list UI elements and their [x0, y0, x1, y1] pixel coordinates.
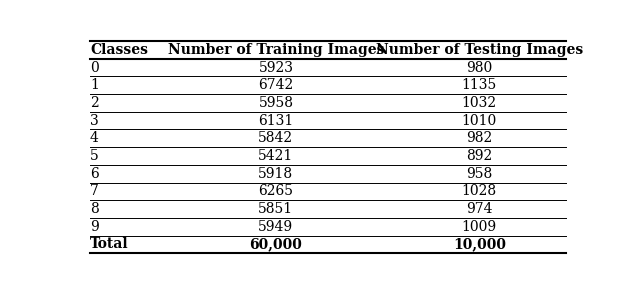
Text: 892: 892 [466, 149, 492, 163]
Text: 60,000: 60,000 [250, 237, 302, 251]
Text: 5918: 5918 [259, 167, 294, 181]
Text: 9: 9 [90, 220, 99, 234]
Text: 1032: 1032 [461, 96, 497, 110]
Text: 8: 8 [90, 202, 99, 216]
Text: 5958: 5958 [259, 96, 293, 110]
Text: 5923: 5923 [259, 61, 293, 75]
Text: 10,000: 10,000 [452, 237, 506, 251]
Text: 1010: 1010 [461, 114, 497, 128]
Text: 5421: 5421 [259, 149, 294, 163]
Text: 5851: 5851 [259, 202, 294, 216]
Text: 974: 974 [466, 202, 493, 216]
Text: 3: 3 [90, 114, 99, 128]
Text: 0: 0 [90, 61, 99, 75]
Text: 4: 4 [90, 131, 99, 145]
Text: 958: 958 [466, 167, 492, 181]
Text: 5: 5 [90, 149, 99, 163]
Text: 6742: 6742 [259, 78, 294, 92]
Text: 7: 7 [90, 184, 99, 198]
Text: 980: 980 [466, 61, 492, 75]
Text: 1: 1 [90, 78, 99, 92]
Text: 6131: 6131 [259, 114, 294, 128]
Text: 1135: 1135 [461, 78, 497, 92]
Text: 1028: 1028 [461, 184, 497, 198]
Text: Number of Training Images: Number of Training Images [168, 43, 384, 57]
Text: 982: 982 [466, 131, 492, 145]
Text: 1009: 1009 [461, 220, 497, 234]
Text: Total: Total [90, 237, 129, 251]
Text: 2: 2 [90, 96, 99, 110]
Text: Classes: Classes [90, 43, 148, 57]
Text: Number of Testing Images: Number of Testing Images [376, 43, 583, 57]
Text: 5949: 5949 [259, 220, 294, 234]
Text: 6265: 6265 [259, 184, 293, 198]
Text: 5842: 5842 [259, 131, 294, 145]
Text: 6: 6 [90, 167, 99, 181]
